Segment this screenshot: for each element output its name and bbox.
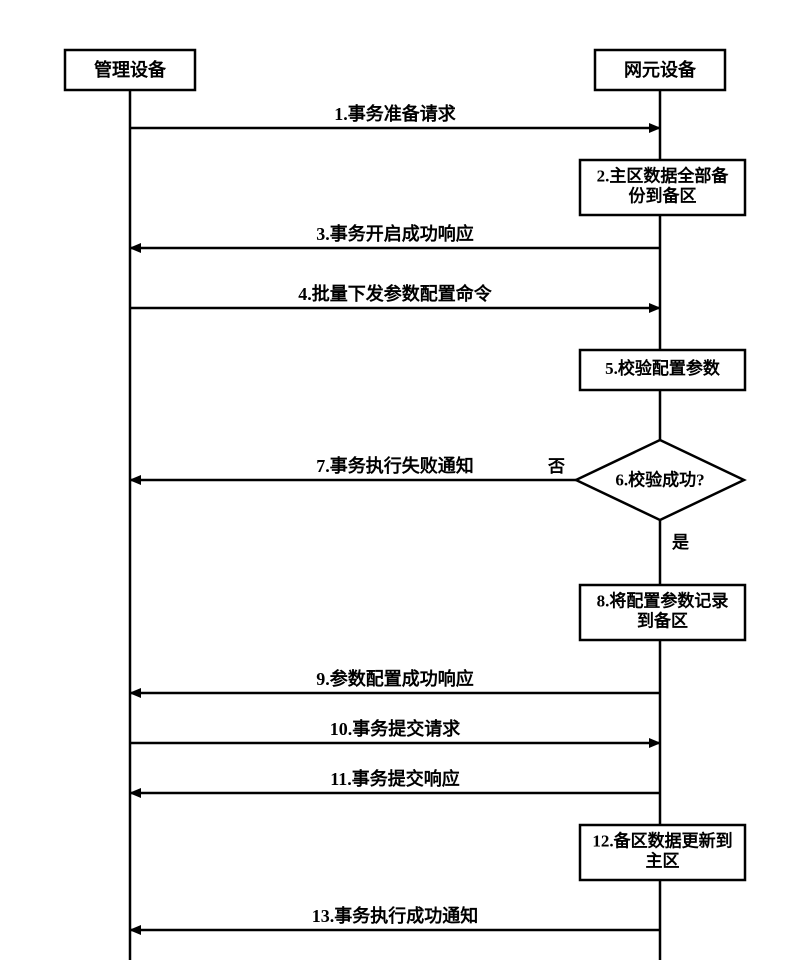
right-actor-label: 网元设备: [624, 59, 697, 80]
message-label-1: 1.事务准备请求: [334, 103, 456, 124]
message-label-4: 4.批量下发参数配置命令: [298, 283, 492, 304]
decision-text: 6.校验成功?: [615, 470, 704, 490]
process-text-8-0: 8.将配置参数记录: [597, 591, 729, 611]
message-label-7: 7.事务执行失败通知: [316, 455, 474, 476]
message-label-11: 11.事务提交响应: [330, 768, 460, 789]
left-actor-label: 管理设备: [94, 59, 167, 80]
message-label-13: 13.事务执行成功通知: [312, 905, 479, 926]
process-text-5-0: 5.校验配置参数: [605, 358, 721, 378]
process-text-12-0: 12.备区数据更新到: [592, 831, 732, 851]
process-text-2-0: 2.主区数据全部备: [597, 166, 730, 186]
process-text-12-1: 主区: [646, 851, 680, 871]
message-label-3: 3.事务开启成功响应: [316, 223, 474, 244]
process-text-2-1: 份到备区: [629, 186, 697, 206]
process-text-8-1: 到备区: [637, 611, 688, 631]
decision-no-label: 否: [547, 457, 565, 476]
message-label-9: 9.参数配置成功响应: [316, 668, 474, 689]
message-label-10: 10.事务提交请求: [330, 718, 461, 739]
decision-yes-label: 是: [672, 533, 689, 552]
